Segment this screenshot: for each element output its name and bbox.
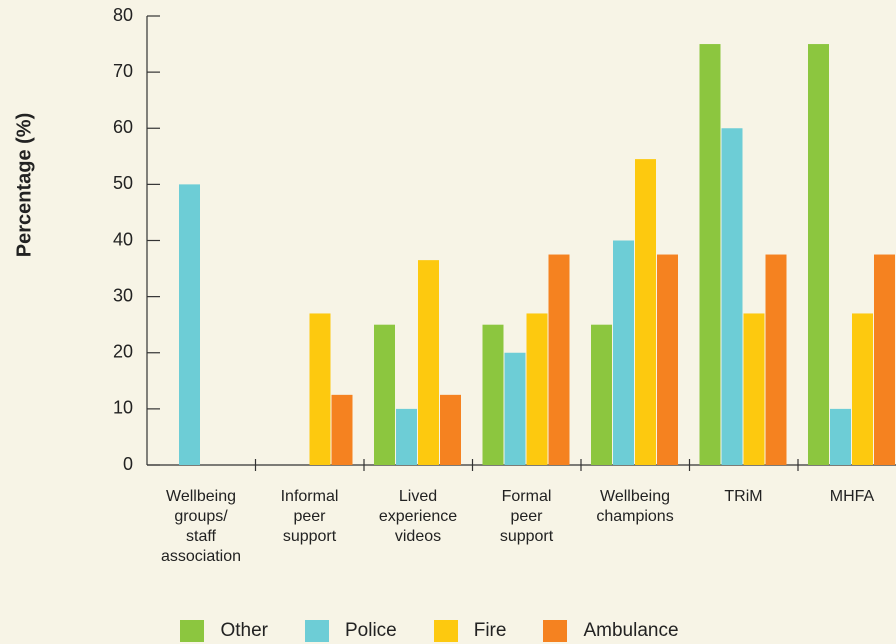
legend-item: Fire	[433, 620, 527, 642]
y-tick-label: 80	[113, 5, 133, 25]
legend-swatch	[180, 620, 205, 642]
x-tick-label: Wellbeing groups/ staff association	[160, 488, 242, 565]
y-tick-label: 70	[113, 61, 133, 81]
legend-item: Ambulance	[543, 620, 698, 642]
legend-swatch	[543, 620, 568, 642]
bar	[309, 313, 331, 465]
legend-label: Fire	[473, 620, 507, 641]
bar	[808, 44, 829, 465]
bar	[635, 159, 656, 465]
bar	[613, 240, 634, 465]
legend-swatch	[433, 620, 458, 642]
bar	[699, 44, 721, 465]
bar	[440, 394, 461, 465]
bar	[874, 254, 895, 465]
bar	[657, 254, 678, 465]
x-tick-label: Formal peer support	[499, 488, 554, 545]
bar	[374, 324, 395, 465]
bar	[591, 324, 612, 465]
legend: Other Police Fire Ambulance	[0, 620, 896, 642]
legend-swatch	[304, 620, 329, 642]
bar	[179, 184, 200, 465]
legend-item: Other	[180, 620, 288, 642]
x-tick-label: MHFA	[829, 488, 875, 505]
bar	[418, 260, 439, 465]
y-axis-title: Percentage (%)	[13, 112, 36, 258]
bar	[526, 313, 548, 465]
bar	[721, 128, 743, 465]
y-tick-label: 60	[113, 117, 133, 137]
y-tick-label: 50	[113, 173, 133, 193]
y-tick-label: 20	[113, 342, 133, 362]
y-tick-label: 30	[113, 285, 133, 305]
bar	[396, 408, 417, 465]
x-tick-label: Wellbeing champions	[596, 488, 674, 525]
y-tick-label: 10	[113, 398, 133, 418]
legend-label: Police	[344, 620, 397, 641]
bar	[765, 254, 787, 465]
legend-label: Other	[220, 620, 268, 641]
bar	[331, 394, 353, 465]
bar	[548, 254, 570, 465]
x-tick-label: TRiM	[724, 488, 763, 505]
y-tick-label: 40	[113, 229, 133, 249]
bar	[482, 324, 504, 465]
bar	[852, 313, 873, 465]
legend-item: Police	[304, 620, 417, 642]
legend-label: Ambulance	[583, 620, 679, 641]
bar	[504, 352, 526, 465]
x-tick-label: Lived experience videos	[378, 488, 458, 545]
x-tick-label: Informal peer support	[280, 488, 339, 545]
bar	[830, 408, 851, 465]
y-tick-label: 0	[123, 454, 133, 474]
bar	[743, 313, 765, 465]
